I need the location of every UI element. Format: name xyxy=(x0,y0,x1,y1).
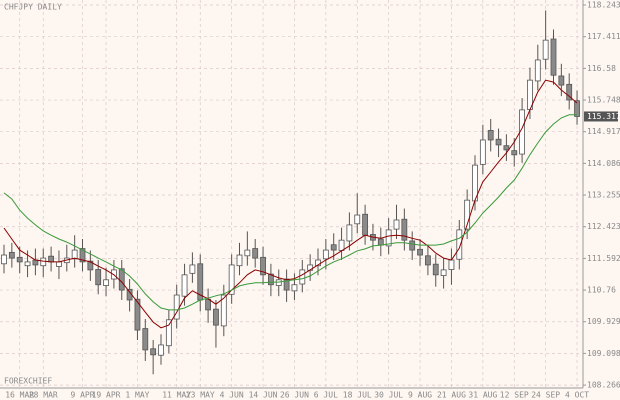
x-tick-label: 14 JUN xyxy=(249,391,278,400)
x-tick-label: 31 AUG xyxy=(468,391,497,400)
chart-title: CHFJPY DAILY xyxy=(4,3,62,12)
candle-body xyxy=(300,270,305,284)
candle-body xyxy=(206,299,211,310)
x-tick-label: 21 AUG xyxy=(437,391,466,400)
chart: CHFJPY DAILY FOREXCHIEF 118.243 117.411 11… xyxy=(0,0,620,400)
x-tick-label: 4 JUN xyxy=(220,391,244,400)
candle-body xyxy=(104,280,109,286)
candle-body xyxy=(237,255,242,266)
candle-body xyxy=(575,101,580,117)
candle-body xyxy=(410,241,415,250)
candle-body xyxy=(276,280,281,286)
watermark: FOREXCHIEF xyxy=(4,377,52,386)
candle-body xyxy=(56,262,61,267)
y-tick-label: 111.592 xyxy=(587,254,620,263)
y-tick-label: 114.086 xyxy=(587,159,620,168)
y-tick-label: 114.917 xyxy=(587,127,620,136)
x-tick-label: 4 OCT xyxy=(565,391,589,400)
candle-body xyxy=(9,252,14,258)
candle-body xyxy=(496,139,501,145)
candle-body xyxy=(119,269,124,290)
candle-body xyxy=(378,239,383,245)
candle-body xyxy=(347,225,352,241)
candle-body xyxy=(449,260,454,270)
candle-body xyxy=(17,257,22,262)
y-tick-label: 112.423 xyxy=(587,222,620,231)
candle-body xyxy=(159,345,164,355)
candle-body xyxy=(425,256,430,265)
candle-body xyxy=(213,309,218,325)
candle-body xyxy=(72,250,77,259)
y-tick-label: 117.411 xyxy=(587,32,620,41)
candle-body xyxy=(355,215,360,224)
candle-body xyxy=(433,264,438,275)
y-tick-label: 118.243 xyxy=(587,0,620,9)
candle-body xyxy=(480,140,485,164)
y-tick-label: 110.76 xyxy=(587,286,616,295)
candle-body xyxy=(394,220,399,229)
candle-body xyxy=(166,320,171,346)
candle-body xyxy=(457,230,462,259)
candle-body xyxy=(488,130,493,140)
candle-body xyxy=(363,214,368,235)
candle-body xyxy=(143,329,148,350)
current-price-label: 115.317 xyxy=(587,112,620,121)
candle-body xyxy=(331,245,336,250)
candle-body xyxy=(292,285,297,291)
x-tick-label: 24 SEP xyxy=(531,391,560,400)
x-tick-label: 1 MAY xyxy=(125,391,149,400)
candle-body xyxy=(512,151,517,155)
candle-body xyxy=(253,249,258,259)
candle-body xyxy=(323,250,328,259)
candle-body xyxy=(418,249,423,255)
x-tick-label: 26 JUN xyxy=(280,391,309,400)
y-tick-label: 109.098 xyxy=(587,349,620,358)
y-tick-label: 115.748 xyxy=(587,96,620,105)
candle-body xyxy=(96,270,101,285)
x-tick-label: 23 MAY xyxy=(186,391,215,400)
candle-body xyxy=(182,275,187,296)
background xyxy=(0,0,620,400)
x-tick-label: 12 SEP xyxy=(500,391,529,400)
x-tick-label: 6 JUL xyxy=(314,391,338,400)
candle-body xyxy=(190,265,195,273)
x-tick-label: 9 AUG xyxy=(408,391,432,400)
y-tick-label: 108.266 xyxy=(587,381,620,390)
candle-body xyxy=(2,255,7,264)
candle-body xyxy=(41,258,46,266)
y-tick-label: 109.929 xyxy=(587,317,620,326)
candle-body xyxy=(559,76,564,85)
x-tick-label: 28 MAR xyxy=(29,391,58,400)
x-tick-label: 19 APR xyxy=(92,391,121,400)
candle-body xyxy=(441,270,446,276)
candle-body xyxy=(339,240,344,250)
candle-body xyxy=(245,250,250,256)
candle-body xyxy=(504,146,509,150)
candle-body xyxy=(49,256,54,262)
candle-body xyxy=(543,40,548,59)
candle-body xyxy=(551,39,556,75)
x-tick-label: 18 JUL xyxy=(343,391,372,400)
candle-body xyxy=(25,262,30,266)
y-tick-label: 116.58 xyxy=(587,64,616,73)
x-tick-label: 30 JUL xyxy=(374,391,403,400)
candle-body xyxy=(535,60,540,81)
y-tick-label: 113.255 xyxy=(587,191,620,200)
candle-body xyxy=(151,349,156,355)
